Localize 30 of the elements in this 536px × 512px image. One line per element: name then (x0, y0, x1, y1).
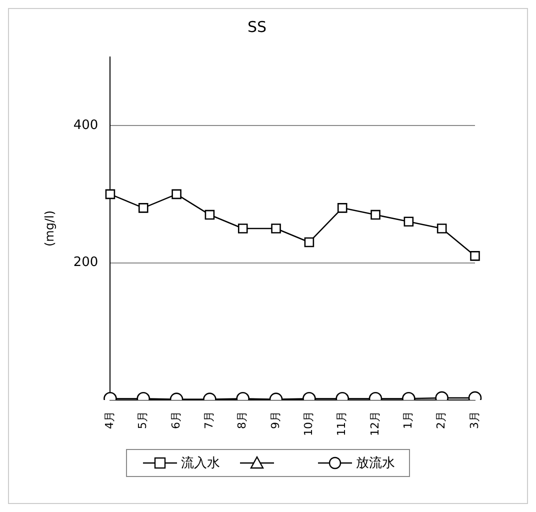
point (436, 224, 447, 234)
x-tick-label: 2月 (434, 411, 448, 430)
x-tick-label: 10月 (302, 411, 316, 436)
point (138, 203, 148, 213)
x-tick-label: 6月 (169, 411, 182, 430)
point (204, 210, 215, 220)
x-tick-label: 1月 (402, 411, 415, 430)
x-tick-label: 11月 (335, 411, 348, 436)
point (271, 224, 281, 234)
point (337, 203, 348, 213)
x-tick-label: 7月 (202, 411, 216, 430)
chart-title: SS (247, 18, 267, 36)
y-axis-title: (mg/l) (42, 210, 56, 247)
x-tick-label: 12月 (368, 411, 382, 436)
point (370, 210, 380, 220)
point (238, 224, 248, 234)
x-tick-label: 3月 (468, 411, 481, 430)
x-tick-label: 5月 (136, 411, 150, 430)
x-tick-label: 8月 (236, 411, 249, 430)
point (172, 189, 182, 200)
x-tick-label: 4月 (103, 411, 116, 430)
point (304, 237, 314, 248)
y-tick-label: 200 (73, 255, 98, 270)
point (470, 251, 480, 261)
legend-label: 放流水 (356, 455, 395, 472)
y-tick-label: 400 (73, 118, 98, 133)
point (105, 189, 116, 200)
x-tick-label: 9月 (268, 411, 282, 430)
legend-label: 流入水 (181, 455, 220, 472)
point (404, 216, 414, 227)
